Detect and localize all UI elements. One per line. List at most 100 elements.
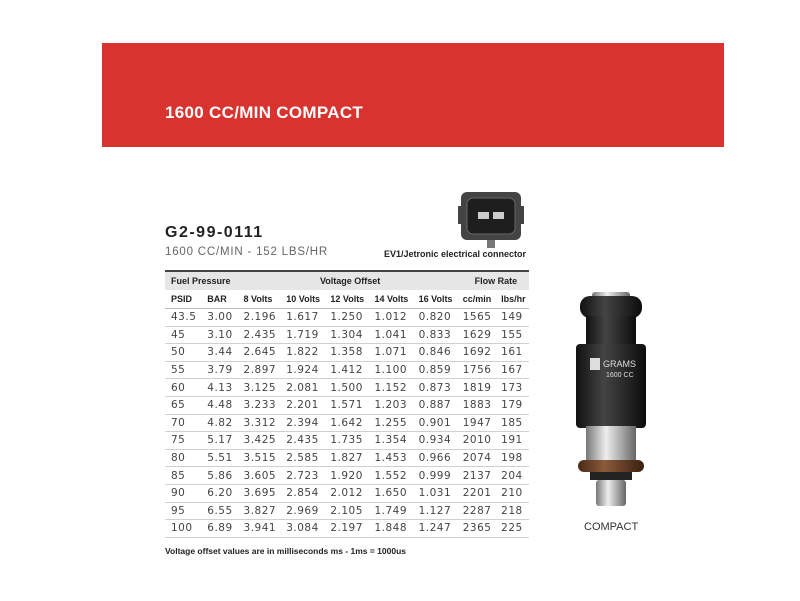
table-cell: 50 bbox=[165, 343, 202, 362]
table-cell: 1.924 bbox=[280, 361, 325, 380]
table-cell: 2074 bbox=[456, 449, 496, 468]
table-cell: 210 bbox=[495, 484, 529, 503]
column-header: BAR bbox=[201, 290, 238, 309]
table-cell: 191 bbox=[495, 431, 529, 450]
table-cell: 3.44 bbox=[201, 343, 238, 362]
table-row: 95 6.55 3.827 2.969 2.105 1.749 1.127 2287 218 bbox=[165, 502, 529, 521]
table-cell: 45 bbox=[165, 326, 202, 345]
table-row: 45 3.10 2.435 1.719 1.304 1.041 0.833 1629 155 bbox=[165, 326, 529, 345]
table-cell: 85 bbox=[165, 466, 202, 485]
table-cell: 161 bbox=[495, 343, 529, 362]
table-cell: 43.5 bbox=[165, 308, 202, 327]
table-cell: 6.55 bbox=[201, 502, 238, 521]
column-header: 16 Volts bbox=[412, 290, 457, 309]
table-cell: 65 bbox=[165, 396, 202, 415]
table-cell: 1.358 bbox=[324, 343, 369, 362]
table-cell: 0.833 bbox=[412, 326, 457, 345]
flow-data-table: Fuel Pressure Voltage Offset Flow Rate P… bbox=[165, 270, 529, 538]
column-header: 8 Volts bbox=[237, 290, 281, 309]
table-cell: 155 bbox=[495, 326, 529, 345]
table-cell: 179 bbox=[495, 396, 529, 415]
table-cell: 2.394 bbox=[280, 414, 325, 433]
table-cell: 1.749 bbox=[368, 502, 413, 521]
table-cell: 3.233 bbox=[237, 396, 281, 415]
table-cell: 1.127 bbox=[412, 502, 457, 521]
table-cell: 3.425 bbox=[237, 431, 281, 450]
table-cell: 1.735 bbox=[324, 431, 369, 450]
injector-marking: 1600 CC bbox=[606, 372, 634, 379]
table-cell: 1.071 bbox=[368, 343, 413, 362]
table-cell: 3.605 bbox=[237, 466, 281, 485]
table-cell: 0.934 bbox=[412, 431, 457, 450]
table-cell: 1.920 bbox=[324, 466, 369, 485]
table-cell: 0.887 bbox=[412, 396, 457, 415]
table-cell: 204 bbox=[495, 466, 529, 485]
table-cell: 5.86 bbox=[201, 466, 238, 485]
table-cell: 95 bbox=[165, 502, 202, 521]
column-header: cc/min bbox=[456, 290, 496, 309]
footnote: Voltage offset values are in millisecond… bbox=[165, 546, 407, 556]
table-cell: 2010 bbox=[456, 431, 496, 450]
table-cell: 1629 bbox=[456, 326, 496, 345]
injector-caption: COMPACT bbox=[584, 521, 639, 533]
table-cell: 1.304 bbox=[324, 326, 369, 345]
table-row: 90 6.20 3.695 2.854 2.012 1.650 1.031 2201 210 bbox=[165, 484, 529, 503]
table-cell: 3.79 bbox=[201, 361, 238, 380]
connector-label: EV1/Jetronic electrical connector bbox=[384, 249, 527, 259]
table-cell: 5.17 bbox=[201, 431, 238, 450]
table-cell: 3.00 bbox=[201, 308, 238, 327]
column-header: PSID bbox=[165, 290, 202, 309]
table-cell: 60 bbox=[165, 378, 202, 397]
table-cell: 2.105 bbox=[324, 502, 369, 521]
table-cell: 6.20 bbox=[201, 484, 238, 503]
table-cell: 1819 bbox=[456, 378, 496, 397]
table-cell: 1.822 bbox=[280, 343, 325, 362]
ev1-connector-icon bbox=[458, 192, 524, 248]
group-fuel-pressure: Fuel Pressure bbox=[165, 271, 238, 290]
table-row: 70 4.82 3.312 2.394 1.642 1.255 0.901 1947 185 bbox=[165, 414, 529, 433]
table-cell: 1.412 bbox=[324, 361, 369, 380]
table-cell: 3.941 bbox=[237, 519, 281, 538]
column-header: 12 Volts bbox=[324, 290, 369, 309]
table-cell: 225 bbox=[495, 519, 529, 538]
table-row: 75 5.17 3.425 2.435 1.735 1.354 0.934 2010 191 bbox=[165, 431, 529, 450]
table-cell: 2.854 bbox=[280, 484, 325, 503]
table-cell: 1.031 bbox=[412, 484, 457, 503]
table-cell: 6.89 bbox=[201, 519, 238, 538]
table-cell: 0.846 bbox=[412, 343, 457, 362]
table-cell: 0.901 bbox=[412, 414, 457, 433]
table-cell: 2.197 bbox=[324, 519, 369, 538]
table-cell: 2.196 bbox=[237, 308, 281, 327]
table-cell: 1.255 bbox=[368, 414, 413, 433]
part-number: G2-99-0111 bbox=[165, 224, 264, 241]
table-cell: 3.312 bbox=[237, 414, 281, 433]
table-row: 60 4.13 3.125 2.081 1.500 1.152 0.873 1819 173 bbox=[165, 378, 529, 397]
banner-title: 1600 CC/MIN COMPACT bbox=[165, 103, 364, 122]
header-banner: 1600 CC/MIN COMPACT bbox=[102, 43, 724, 147]
table-cell: 4.13 bbox=[201, 378, 238, 397]
table-cell: 167 bbox=[495, 361, 529, 380]
table-cell: 3.084 bbox=[280, 519, 325, 538]
table-row: 43.5 3.00 2.196 1.617 1.250 1.012 0.820 1565 149 bbox=[165, 308, 529, 327]
table-cell: 2365 bbox=[456, 519, 496, 538]
table-cell: 1565 bbox=[456, 308, 496, 327]
table-cell: 1.552 bbox=[368, 466, 413, 485]
table-row: 55 3.79 2.897 1.924 1.412 1.100 0.859 1756 167 bbox=[165, 361, 529, 380]
injector-brand: GRAMS bbox=[603, 359, 636, 369]
table-cell: 1.571 bbox=[324, 396, 369, 415]
table-row: 65 4.48 3.233 2.201 1.571 1.203 0.887 1883 179 bbox=[165, 396, 529, 415]
table-cell: 0.873 bbox=[412, 378, 457, 397]
table-cell: 0.859 bbox=[412, 361, 457, 380]
table-cell: 1692 bbox=[456, 343, 496, 362]
table-cell: 3.10 bbox=[201, 326, 238, 345]
table-cell: 2.897 bbox=[237, 361, 281, 380]
table-cell: 100 bbox=[165, 519, 202, 538]
table-cell: 198 bbox=[495, 449, 529, 468]
table-cell: 2287 bbox=[456, 502, 496, 521]
table-cell: 149 bbox=[495, 308, 529, 327]
table-cell: 2.201 bbox=[280, 396, 325, 415]
table-cell: 1.453 bbox=[368, 449, 413, 468]
table-cell: 55 bbox=[165, 361, 202, 380]
table-cell: 1756 bbox=[456, 361, 496, 380]
group-flow-rate: Flow Rate bbox=[456, 271, 529, 290]
